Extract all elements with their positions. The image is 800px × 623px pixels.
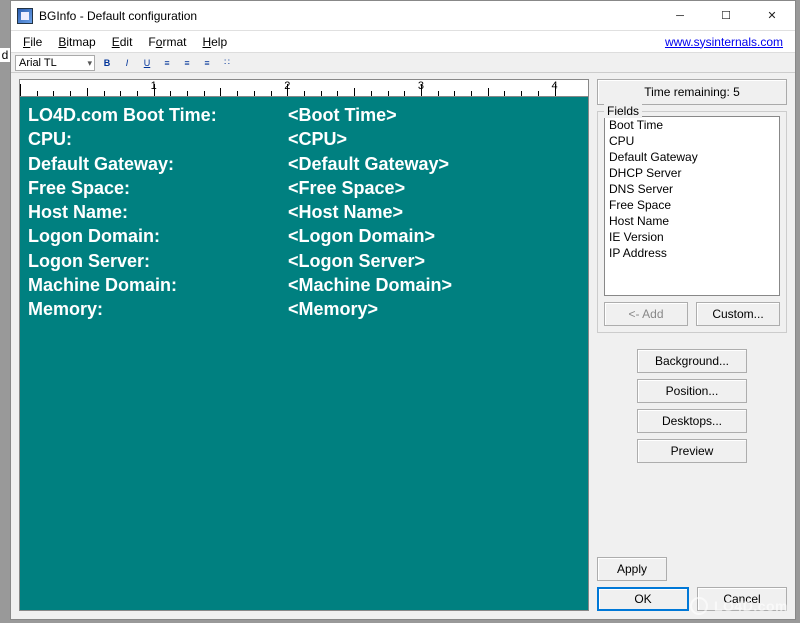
editor-row-value: <Memory> xyxy=(288,297,378,321)
menu-file[interactable]: File xyxy=(15,33,50,51)
client-area: 1234 LO4D.com Boot Time:<Boot Time>CPU:<… xyxy=(11,73,795,619)
apply-button[interactable]: Apply xyxy=(597,557,667,581)
editor-row-label: Memory: xyxy=(28,297,288,321)
editor-row-value: <Logon Server> xyxy=(288,249,425,273)
ruler: 1 2 3 4 xyxy=(19,79,589,97)
editor-row-label: Machine Domain: xyxy=(28,273,288,297)
cancel-button[interactable]: Cancel xyxy=(697,587,787,611)
list-item[interactable]: DNS Server xyxy=(605,181,779,197)
fields-listbox[interactable]: Boot TimeCPUDefault GatewayDHCP ServerDN… xyxy=(604,116,780,296)
desktops-button[interactable]: Desktops... xyxy=(637,409,747,433)
list-item[interactable]: DHCP Server xyxy=(605,165,779,181)
ruler-number: 4 xyxy=(552,80,558,92)
editor-row-label: CPU: xyxy=(28,127,288,151)
maximize-button[interactable]: ☐ xyxy=(703,1,749,31)
italic-button[interactable]: I xyxy=(119,55,135,71)
app-icon xyxy=(17,8,33,24)
editor-row: Memory:<Memory> xyxy=(28,297,580,321)
align-left-button[interactable]: ≡ xyxy=(159,55,175,71)
editor-row-value: <CPU> xyxy=(288,127,347,151)
window-title: BGInfo - Default configuration xyxy=(39,9,197,23)
format-toolbar: Arial TL B I U ≡ ≡ ≡ ∷ xyxy=(11,53,795,73)
list-item[interactable]: CPU xyxy=(605,133,779,149)
minimize-button[interactable]: ─ xyxy=(657,1,703,31)
font-selector[interactable]: Arial TL xyxy=(15,55,95,71)
editor-row-value: <Boot Time> xyxy=(288,103,397,127)
editor-row-label: Default Gateway: xyxy=(28,152,288,176)
editor-area[interactable]: LO4D.com Boot Time:<Boot Time>CPU:<CPU>D… xyxy=(19,97,589,611)
editor-row-label: Host Name: xyxy=(28,200,288,224)
menu-edit[interactable]: Edit xyxy=(104,33,141,51)
menu-help[interactable]: Help xyxy=(194,33,235,51)
editor-panel: 1234 LO4D.com Boot Time:<Boot Time>CPU:<… xyxy=(19,79,589,611)
edge-artifact: d xyxy=(0,48,10,62)
menu-bitmap[interactable]: Bitmap xyxy=(50,33,103,51)
editor-row-label: Logon Server: xyxy=(28,249,288,273)
editor-row: CPU:<CPU> xyxy=(28,127,580,151)
editor-row: Host Name:<Host Name> xyxy=(28,200,580,224)
editor-row-value: <Free Space> xyxy=(288,176,405,200)
bold-button[interactable]: B xyxy=(99,55,115,71)
background-button[interactable]: Background... xyxy=(637,349,747,373)
ruler-number: 1 xyxy=(151,80,157,92)
editor-row: LO4D.com Boot Time:<Boot Time> xyxy=(28,103,580,127)
sysinternals-link[interactable]: www.sysinternals.com xyxy=(665,35,791,49)
preview-button[interactable]: Preview xyxy=(637,439,747,463)
bullets-button[interactable]: ∷ xyxy=(219,55,235,71)
editor-row-value: <Default Gateway> xyxy=(288,152,449,176)
time-remaining: Time remaining: 5 xyxy=(597,79,787,105)
list-item[interactable]: Boot Time xyxy=(605,117,779,133)
ok-button[interactable]: OK xyxy=(597,587,689,611)
config-buttons: Background... Position... Desktops... Pr… xyxy=(597,349,787,463)
list-item[interactable]: Default Gateway xyxy=(605,149,779,165)
add-button[interactable]: <- Add xyxy=(604,302,688,326)
list-item[interactable]: IE Version xyxy=(605,229,779,245)
list-item[interactable]: Host Name xyxy=(605,213,779,229)
titlebar: BGInfo - Default configuration ─ ☐ ✕ xyxy=(11,1,795,31)
editor-row-value: <Machine Domain> xyxy=(288,273,452,297)
dialog-buttons: OK Cancel xyxy=(597,587,787,611)
editor-row: Free Space:<Free Space> xyxy=(28,176,580,200)
fields-group: Fields Boot TimeCPUDefault GatewayDHCP S… xyxy=(597,111,787,333)
editor-row: Default Gateway:<Default Gateway> xyxy=(28,152,580,176)
editor-row: Logon Server:<Logon Server> xyxy=(28,249,580,273)
editor-row-label: Free Space: xyxy=(28,176,288,200)
list-item[interactable]: IP Address xyxy=(605,245,779,261)
ruler-number: 2 xyxy=(284,80,290,92)
align-right-button[interactable]: ≡ xyxy=(199,55,215,71)
editor-row: Logon Domain:<Logon Domain> xyxy=(28,224,580,248)
window-controls: ─ ☐ ✕ xyxy=(657,1,795,31)
editor-row-label: LO4D.com Boot Time: xyxy=(28,103,288,127)
editor-row-label: Logon Domain: xyxy=(28,224,288,248)
underline-button[interactable]: U xyxy=(139,55,155,71)
custom-button[interactable]: Custom... xyxy=(696,302,780,326)
position-button[interactable]: Position... xyxy=(637,379,747,403)
editor-row-value: <Logon Domain> xyxy=(288,224,435,248)
editor-row-value: <Host Name> xyxy=(288,200,403,224)
menu-format[interactable]: Format xyxy=(140,33,194,51)
app-window: BGInfo - Default configuration ─ ☐ ✕ Fil… xyxy=(10,0,796,620)
align-center-button[interactable]: ≡ xyxy=(179,55,195,71)
list-item[interactable]: Free Space xyxy=(605,197,779,213)
side-panel: Time remaining: 5 Fields Boot TimeCPUDef… xyxy=(597,79,787,611)
menubar: File Bitmap Edit Format Help www.sysinte… xyxy=(11,31,795,53)
editor-row: Machine Domain:<Machine Domain> xyxy=(28,273,580,297)
ruler-number: 3 xyxy=(418,80,424,92)
fields-label: Fields xyxy=(604,104,642,118)
close-button[interactable]: ✕ xyxy=(749,1,795,31)
